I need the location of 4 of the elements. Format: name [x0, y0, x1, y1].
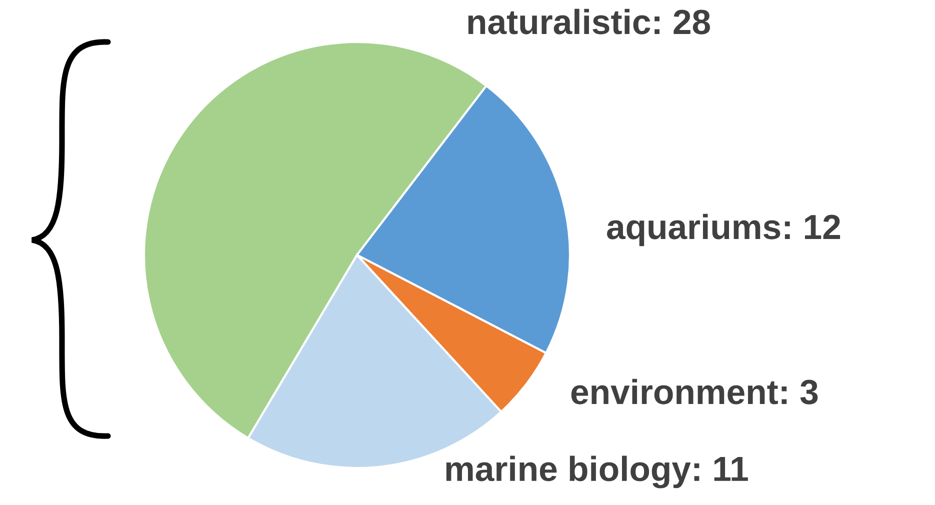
slice-label: naturalistic: 28 [468, 8, 710, 34]
slice-label: marine biology: 11 [446, 456, 748, 488]
slice-label: environment: 3 [571, 378, 818, 404]
slice-label: aquariums: 12 [607, 214, 840, 246]
